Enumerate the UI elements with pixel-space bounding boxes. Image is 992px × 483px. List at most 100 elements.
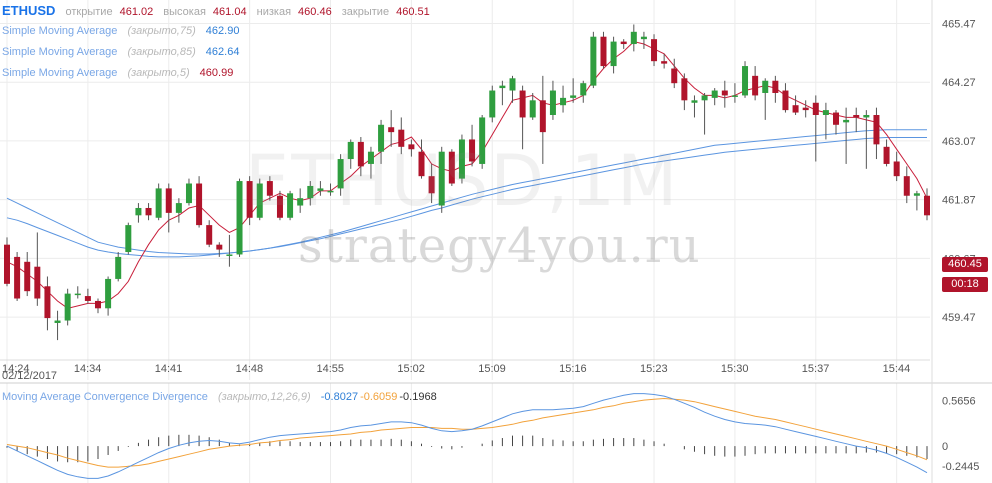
indicator-value: 462.64: [205, 46, 240, 58]
indicator-sma85[interactable]: Simple Moving Average (закрыто,85) 462.6…: [2, 46, 246, 58]
candle: [833, 110, 840, 135]
candle-body: [903, 176, 910, 196]
candle: [630, 24, 637, 52]
candle: [721, 80, 728, 108]
candle-body: [711, 90, 718, 98]
candle: [873, 107, 880, 160]
candle-body: [802, 107, 809, 111]
watermark-site: strategy4you.ru: [298, 218, 701, 274]
candle: [782, 83, 789, 113]
candle-body: [883, 146, 890, 164]
symbol-name[interactable]: ETHUSD: [2, 3, 56, 18]
candle-body: [499, 85, 506, 89]
candle: [175, 198, 182, 223]
candle: [903, 166, 910, 204]
candle: [499, 80, 506, 106]
candle: [792, 95, 799, 115]
time-tick-label: 15:09: [478, 363, 506, 375]
candle-body: [812, 102, 819, 115]
candle-body: [125, 225, 132, 253]
time-tick-label: 15:44: [883, 363, 911, 375]
candle-body: [863, 115, 870, 118]
macd-header[interactable]: Moving Average Convergence Divergence (з…: [2, 391, 444, 403]
indicator-args: (закрыто,85): [127, 46, 196, 58]
candle: [347, 139, 354, 169]
macd-tick-label: -0.2445: [942, 461, 979, 473]
candle-body: [216, 244, 223, 250]
candle: [287, 190, 294, 221]
candle: [731, 83, 738, 103]
macd-tick-label: 0.5656: [942, 395, 976, 407]
candle-body: [600, 36, 607, 67]
candle: [549, 80, 556, 120]
candle-body: [610, 41, 617, 67]
candle: [469, 124, 476, 167]
candle-body: [246, 181, 253, 218]
candle-body: [762, 80, 769, 93]
candle: [853, 107, 860, 133]
time-tick-label: 14:41: [155, 363, 183, 375]
candle-body: [792, 105, 799, 113]
candle: [378, 119, 385, 164]
candle-body: [266, 181, 273, 196]
watermark-symbol: ETHUSD,1M: [245, 140, 680, 222]
indicator-name: Simple Moving Average: [2, 46, 118, 58]
candle-body: [317, 188, 324, 191]
candle-body: [833, 112, 840, 125]
candle: [580, 80, 587, 103]
candle-body: [640, 36, 647, 40]
open-value: 461.02: [119, 6, 154, 18]
time-axis: 14:24 14:34 14:41 14:48 14:55 15:02 15:09 15:16…: [2, 363, 910, 375]
macd-line: [6, 393, 928, 479]
candle: [843, 107, 850, 164]
candle: [388, 110, 395, 147]
indicator-name: Simple Moving Average: [2, 25, 118, 37]
indicator-args: (закрыто,5): [127, 67, 190, 79]
candle: [893, 151, 900, 182]
candle: [661, 53, 668, 69]
candle-body: [196, 183, 203, 226]
time-tick-label: 14:55: [317, 363, 345, 375]
candle-body: [772, 80, 779, 93]
macd-name: Moving Average Convergence Divergence: [2, 391, 208, 403]
candle-body: [469, 139, 476, 162]
candle: [327, 183, 334, 196]
candle-body: [337, 159, 344, 189]
candle-body: [4, 244, 10, 284]
sma85-line: [6, 137, 927, 258]
candle: [125, 222, 132, 255]
macd-value: -0.8027: [320, 391, 359, 403]
candle-body: [145, 207, 152, 216]
candle: [337, 154, 344, 196]
candle-body: [378, 124, 385, 152]
candle-body: [418, 151, 425, 177]
candle-body: [661, 61, 668, 64]
candle-body: [115, 256, 122, 279]
candle-body: [64, 293, 71, 321]
candle-body: [458, 139, 465, 179]
candle: [620, 39, 627, 49]
candle-body: [408, 144, 415, 150]
candle-body: [873, 115, 880, 145]
indicator-sma5[interactable]: Simple Moving Average (закрыто,5) 460.99: [2, 67, 240, 79]
time-tick-label: 14:48: [236, 363, 264, 375]
candle: [236, 178, 243, 257]
candle-body: [44, 286, 51, 319]
candle-body: [630, 31, 637, 45]
ohlc-header: ETHUSD открытие 461.02 высокая 461.04 низк…: [2, 3, 437, 18]
indicator-value: 460.99: [199, 67, 234, 79]
candle: [822, 102, 829, 140]
candle-body: [853, 115, 860, 118]
candle: [165, 183, 172, 233]
candle-body: [135, 207, 142, 216]
candle: [216, 242, 223, 257]
candle: [711, 88, 718, 106]
candle: [54, 310, 61, 341]
candle-body: [721, 90, 728, 96]
candle: [681, 73, 688, 111]
indicator-sma75[interactable]: Simple Moving Average (закрыто,75) 462.9…: [2, 25, 246, 37]
indicator-value: 462.90: [205, 25, 240, 37]
time-tick-label: 15:23: [640, 363, 668, 375]
candle-body: [681, 78, 688, 101]
candle: [671, 58, 678, 89]
